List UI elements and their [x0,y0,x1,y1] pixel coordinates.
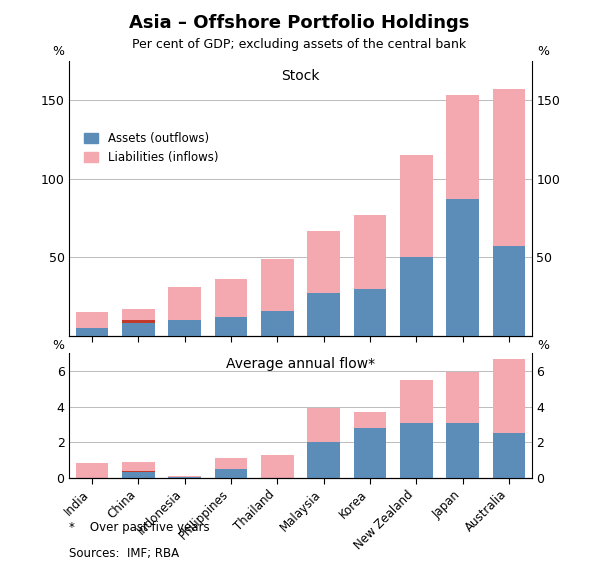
Text: Asia – Offshore Portfolio Holdings: Asia – Offshore Portfolio Holdings [129,14,469,32]
Bar [493,433,525,478]
Text: %: % [52,339,64,352]
Text: Average annual flow*: Average annual flow* [226,357,375,371]
Bar [400,423,432,478]
Bar [400,155,432,257]
Text: %: % [537,339,549,352]
Bar [307,294,340,336]
Bar [307,442,340,478]
Bar [354,412,386,428]
Bar [169,320,201,336]
Legend: Assets (outflows), Liabilities (inflows): Assets (outflows), Liabilities (inflows) [80,127,223,168]
Bar [261,311,294,336]
Bar [169,287,201,320]
Bar [307,230,340,294]
Bar [76,312,108,328]
Bar [447,372,479,423]
Text: *    Over past five years: * Over past five years [69,521,209,534]
Text: %: % [52,45,64,58]
Bar [493,246,525,336]
Bar [122,309,154,320]
Bar [215,279,247,317]
Bar [447,423,479,478]
Bar [122,472,154,478]
Bar [493,358,525,433]
Bar [215,317,247,336]
Bar [493,89,525,246]
Bar [76,463,108,478]
Bar [122,471,154,472]
Bar [400,257,432,336]
Text: %: % [537,45,549,58]
Bar [122,320,154,323]
Bar [400,380,432,423]
Bar [447,96,479,199]
Text: Sources:  IMF; RBA: Sources: IMF; RBA [69,547,179,560]
Bar [76,328,108,336]
Bar [215,469,247,478]
Bar [122,461,154,471]
Text: Per cent of GDP; excluding assets of the central bank: Per cent of GDP; excluding assets of the… [132,38,466,50]
Bar [447,199,479,336]
Bar [261,259,294,311]
Bar [122,323,154,336]
Bar [354,428,386,478]
Text: Stock: Stock [281,69,320,83]
Bar [354,215,386,289]
Bar [261,455,294,478]
Bar [307,408,340,442]
Bar [215,458,247,469]
Bar [354,289,386,336]
